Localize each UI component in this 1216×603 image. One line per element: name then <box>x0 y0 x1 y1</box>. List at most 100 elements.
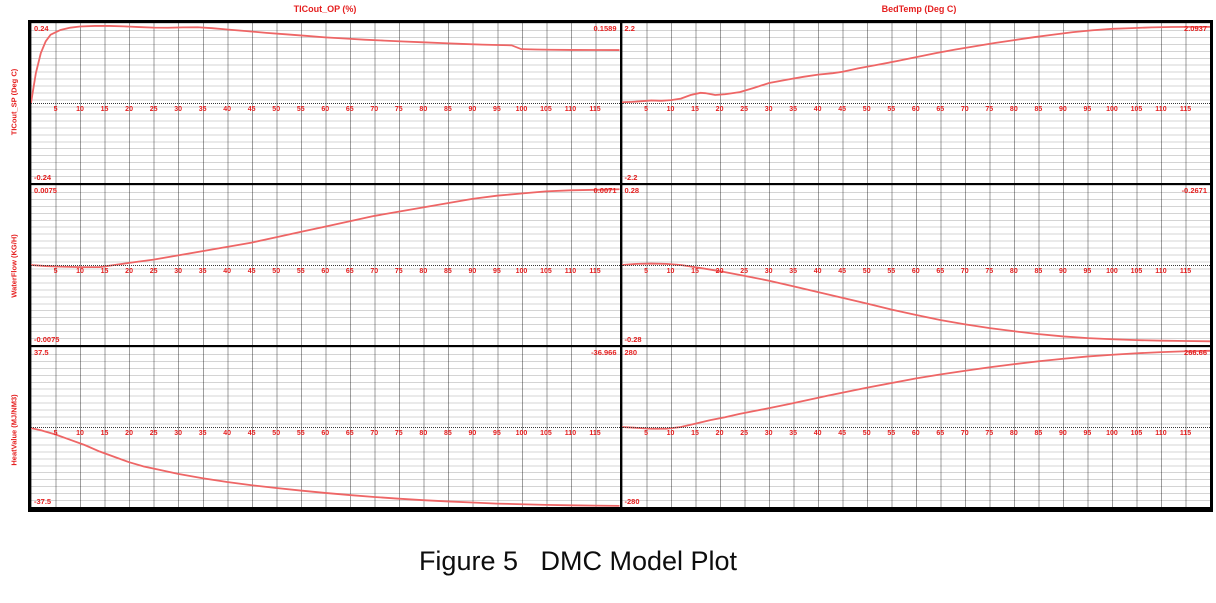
x-tick-label: 20 <box>125 430 133 437</box>
x-tick-label: 70 <box>370 106 379 113</box>
x-tick-label: 65 <box>345 268 354 275</box>
x-tick-label: 80 <box>419 430 428 437</box>
x-tick-label: 60 <box>911 106 920 113</box>
x-axis-ticks: 5 10 15 20 25 30 35 40 45 50 55 60 65 70 75 80 85 90 95 100… <box>31 267 620 277</box>
x-tick-label: 35 <box>789 268 798 275</box>
x-tick-label: 105 <box>1130 268 1143 275</box>
x-tick-label: 65 <box>936 268 945 275</box>
x-tick-label: 40 <box>223 106 232 113</box>
response-curve <box>31 26 620 103</box>
x-tick-label: 45 <box>247 430 256 437</box>
column-title-ticout-op: TICout_OP (%) <box>293 4 357 14</box>
x-tick-label: 15 <box>100 430 109 437</box>
x-tick-label: 20 <box>715 106 724 113</box>
x-tick-label: 15 <box>100 106 109 113</box>
x-tick-label: 35 <box>789 106 798 113</box>
x-tick-label: 115 <box>1179 430 1192 437</box>
x-tick-label: 80 <box>419 106 428 113</box>
response-curve <box>31 189 620 267</box>
x-tick-label: 70 <box>960 106 969 113</box>
chart-area: TICout_SP (Deg C) WaterFlow (KG/H) HeatV… <box>0 20 1213 512</box>
x-tick-label: 95 <box>1083 430 1092 437</box>
x-tick-label: 35 <box>198 268 207 275</box>
zero-line <box>621 427 1210 428</box>
y-max-label: 0.28 <box>624 186 640 195</box>
x-tick-label: 45 <box>247 268 256 275</box>
plot-heatvalue-vs-bedtemp: 5 10 15 20 25 30 35 40 45 50 55 60 65 70 75 80 85 90 95 100… <box>620 346 1211 508</box>
x-tick-label: 115 <box>589 430 601 437</box>
x-tick-label: 75 <box>394 430 403 437</box>
x-tick-label: 25 <box>149 268 158 275</box>
x-tick-label: 40 <box>223 430 232 437</box>
y-max-label: 0.24 <box>34 24 49 33</box>
x-tick-label: 75 <box>394 106 403 113</box>
x-tick-label: 75 <box>985 268 994 275</box>
x-tick-label: 10 <box>76 268 84 275</box>
x-tick-label: 100 <box>515 268 528 275</box>
x-tick-label: 100 <box>515 106 528 113</box>
figure-caption: Figure 5 DMC Model Plot <box>418 546 738 576</box>
x-tick-label: 70 <box>370 430 379 437</box>
x-tick-label: 45 <box>247 106 256 113</box>
x-tick-label: 85 <box>1034 430 1043 437</box>
x-tick-label: 10 <box>666 106 675 113</box>
x-tick-label: 65 <box>936 430 945 437</box>
x-tick-label: 55 <box>887 268 896 275</box>
x-tick-label: 110 <box>1155 106 1167 113</box>
x-tick-label: 95 <box>1083 268 1092 275</box>
x-tick-label: 30 <box>174 430 183 437</box>
x-tick-label: 20 <box>715 268 724 275</box>
x-tick-label: 5 <box>53 106 58 113</box>
x-tick-label: 100 <box>1106 106 1118 113</box>
x-tick-label: 100 <box>1106 268 1118 275</box>
final-value-label: -36.966 <box>591 348 617 357</box>
row-label-cell: WaterFlow (KG/H) <box>0 184 28 348</box>
y-min-label: -0.28 <box>624 335 642 344</box>
row-axis-labels: TICout_SP (Deg C) WaterFlow (KG/H) HeatV… <box>0 20 28 512</box>
x-tick-label: 80 <box>419 268 428 275</box>
plot-canvas <box>31 185 620 345</box>
x-tick-label: 25 <box>149 106 158 113</box>
x-tick-label: 65 <box>345 430 354 437</box>
y-min-label: -0.24 <box>34 173 52 182</box>
x-tick-label: 95 <box>492 106 501 113</box>
column-title-bedtemp: BedTemp (Deg C) <box>881 4 957 14</box>
x-tick-label: 45 <box>838 430 847 437</box>
zero-line <box>31 265 620 266</box>
x-tick-label: 95 <box>1083 106 1092 113</box>
zero-line <box>621 265 1210 266</box>
x-tick-label: 15 <box>691 106 699 113</box>
x-tick-label: 5 <box>53 430 58 437</box>
x-axis-ticks: 5 10 15 20 25 30 35 40 45 50 55 60 65 70 75 80 85 90 95 100… <box>31 429 620 439</box>
x-tick-label: 90 <box>1058 106 1067 113</box>
x-tick-label: 40 <box>813 430 822 437</box>
x-tick-label: 95 <box>492 430 501 437</box>
plot-heatvalue-vs-ticoutop: 5 10 15 20 25 30 35 40 45 50 55 60 65 70 75 80 85 90 95 100… <box>30 346 621 508</box>
x-tick-label: 30 <box>764 430 773 437</box>
x-tick-label: 20 <box>125 268 133 275</box>
response-curve <box>622 351 1211 429</box>
x-tick-label: 110 <box>1155 268 1167 275</box>
x-tick-label: 20 <box>125 106 133 113</box>
plot-canvas <box>622 347 1211 507</box>
response-curve <box>31 428 620 506</box>
x-tick-label: 55 <box>296 430 305 437</box>
x-tick-label: 15 <box>691 268 699 275</box>
x-tick-label: 50 <box>862 430 871 437</box>
x-tick-label: 70 <box>960 268 969 275</box>
zero-line <box>31 103 620 104</box>
plot-canvas <box>31 347 620 507</box>
x-tick-label: 45 <box>838 268 847 275</box>
x-tick-label: 115 <box>589 268 601 275</box>
x-tick-label: 105 <box>540 268 552 275</box>
plot-canvas <box>622 185 1211 345</box>
x-tick-label: 10 <box>666 268 675 275</box>
y-max-label: 0.0075 <box>34 186 57 195</box>
x-tick-label: 80 <box>1009 268 1018 275</box>
x-tick-label: 25 <box>740 430 748 437</box>
x-tick-label: 85 <box>443 430 452 437</box>
x-tick-label: 80 <box>1009 106 1018 113</box>
x-tick-label: 35 <box>789 430 798 437</box>
plot-ticoutsp-vs-bedtemp: 5 10 15 20 25 30 35 40 45 50 55 60 65 70 75 80 85 90 95 100… <box>620 22 1211 184</box>
